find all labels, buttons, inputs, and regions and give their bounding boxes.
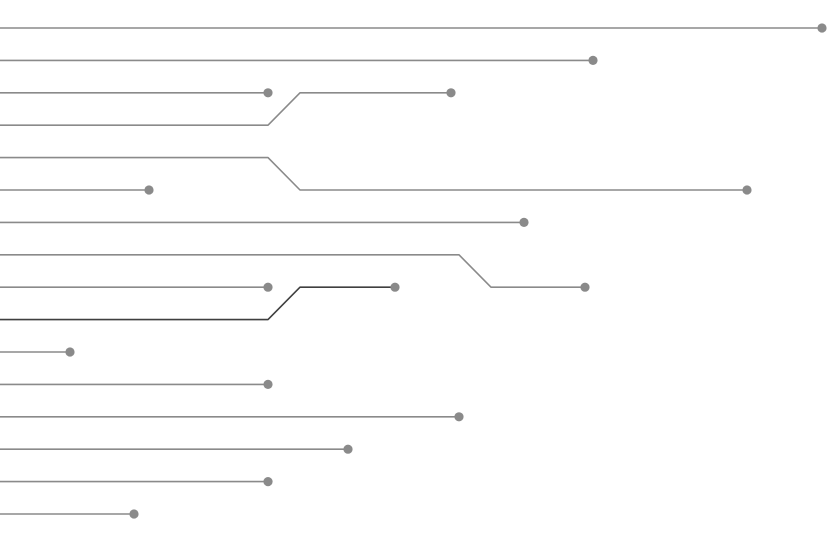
trace-end-dot-7 <box>519 217 529 227</box>
trace-line-10 <box>0 286 395 321</box>
trace-line-5 <box>0 156 747 191</box>
trace-end-dot-2 <box>588 55 598 65</box>
pads-layer <box>65 23 827 519</box>
trace-end-dot-10 <box>390 282 400 292</box>
trace-end-dot-16 <box>129 509 139 519</box>
trace-end-dot-4 <box>446 88 456 98</box>
trace-end-dot-15 <box>263 477 273 487</box>
traces-layer <box>0 27 822 515</box>
trace-end-dot-14 <box>343 444 353 454</box>
trace-end-dot-6 <box>144 185 154 195</box>
trace-line-4 <box>0 92 451 126</box>
trace-end-dot-8 <box>580 282 590 292</box>
trace-end-dot-5 <box>742 185 752 195</box>
trace-end-dot-9 <box>263 282 273 292</box>
trace-end-dot-1 <box>817 23 827 33</box>
trace-line-8 <box>0 254 585 288</box>
trace-end-dot-11 <box>65 347 75 357</box>
trace-end-dot-3 <box>263 88 273 98</box>
trace-end-dot-12 <box>263 379 273 389</box>
trace-end-dot-13 <box>454 412 464 422</box>
